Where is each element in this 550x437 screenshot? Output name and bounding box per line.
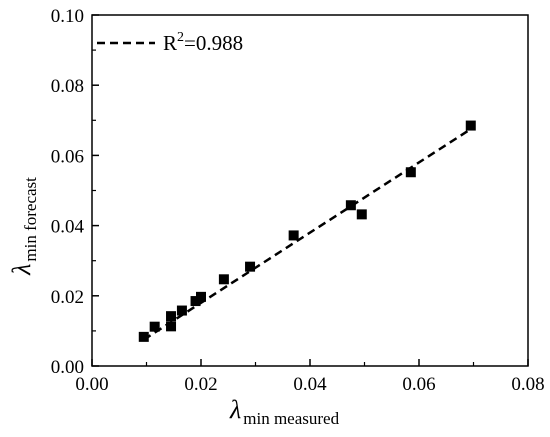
data-point (345, 200, 356, 211)
y-tick-label: 0.06 (51, 146, 84, 167)
x-axis-label-symbol: λ (229, 395, 241, 424)
x-tick-label: 0.00 (75, 374, 108, 395)
legend-label-superscript: 2 (177, 30, 184, 45)
fit-line-layer (143, 128, 472, 341)
y-tick-label: 0.10 (51, 6, 84, 27)
data-point (218, 274, 229, 285)
y-tick-label: 0.08 (51, 76, 84, 97)
x-tick-label: 0.02 (184, 374, 217, 395)
data-point (405, 167, 416, 178)
legend: R2=0.988 (97, 30, 243, 55)
data-point (176, 305, 187, 316)
plot-border (91, 14, 529, 367)
data-point (196, 291, 206, 302)
y-axis-label: λ min forecast (7, 177, 40, 276)
data-point (288, 230, 299, 241)
x-axis-ticks: 0.00 0.02 0.04 0.06 0.08 (75, 359, 545, 395)
y-axis-ticks: 0.00 0.02 0.04 0.06 0.08 0.10 (51, 6, 99, 378)
x-tick-label: 0.08 (511, 374, 544, 395)
fit-line (143, 128, 472, 341)
data-point (245, 261, 256, 272)
plot-frame (91, 14, 529, 367)
legend-label-prefix: R (163, 31, 177, 55)
y-axis-label-subscript: min forecast (21, 177, 40, 262)
legend-label-value: =0.988 (184, 31, 243, 55)
data-point (356, 209, 367, 220)
data-point (149, 321, 160, 332)
y-tick-label: 0.00 (51, 357, 84, 378)
legend-label: R2=0.988 (163, 30, 243, 55)
data-point (166, 321, 177, 332)
x-axis-label: λ min measured (229, 395, 340, 428)
data-point (138, 331, 149, 342)
x-axis-label-subscript: min measured (243, 409, 339, 428)
data-point (190, 296, 201, 307)
x-tick-label: 0.04 (293, 374, 327, 395)
y-tick-label: 0.04 (51, 217, 85, 238)
y-tick-label: 0.02 (51, 287, 84, 308)
y-axis-label-symbol: λ (7, 264, 36, 276)
data-point (465, 120, 476, 131)
x-tick-label: 0.06 (402, 374, 435, 395)
data-point (166, 311, 177, 322)
data-points (138, 120, 476, 342)
